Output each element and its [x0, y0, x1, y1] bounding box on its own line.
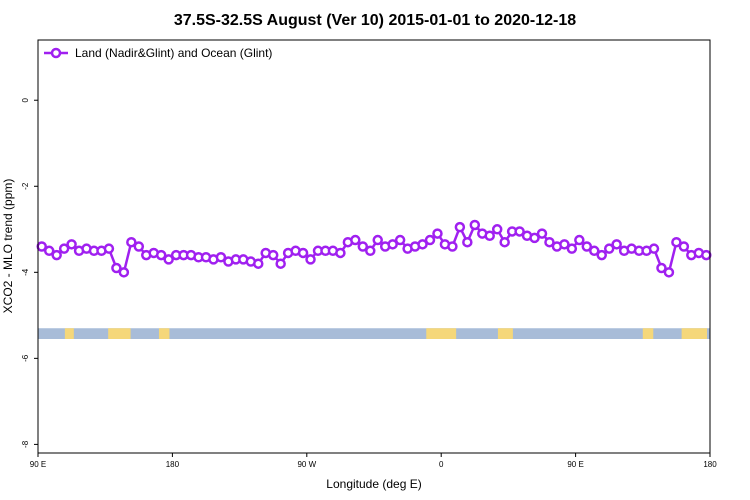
data-point: [432, 228, 443, 239]
y-tick-label: 0: [21, 97, 30, 102]
y-tick-label: -6: [21, 354, 30, 362]
data-point: [126, 236, 137, 248]
data-point: [365, 245, 376, 257]
data-point: [155, 249, 167, 261]
data-point: [484, 230, 495, 241]
data-point: [499, 236, 510, 248]
series-line-group: [36, 219, 712, 278]
map-land-patch: [158, 328, 170, 339]
y-tick-label: -4: [21, 268, 30, 276]
map-ocean-band: [38, 328, 710, 339]
y-axis-label: XCO2 - MLO trend (ppm): [1, 179, 15, 314]
data-point: [589, 245, 600, 257]
map-land-patch: [497, 328, 513, 339]
data-point: [58, 243, 70, 254]
map-land-patch: [642, 328, 654, 339]
map-land-patch: [681, 328, 708, 339]
data-point: [372, 234, 383, 246]
x-axis-label: Longitude (deg E): [326, 477, 421, 491]
data-point: [514, 226, 525, 237]
x-tick-label: 0: [439, 460, 444, 469]
x-tick-label: 90 W: [297, 460, 316, 469]
data-point: [424, 234, 436, 246]
data-point: [611, 239, 622, 250]
map-land-patch: [426, 328, 457, 339]
data-point: [357, 241, 369, 252]
map-strip: [38, 328, 710, 339]
data-point: [648, 243, 660, 254]
chart-title: 37.5S-32.5S August (Ver 10) 2015-01-01 t…: [174, 12, 576, 29]
data-point: [387, 239, 398, 250]
data-point: [43, 245, 55, 257]
data-point: [559, 239, 570, 250]
data-point: [275, 258, 286, 269]
data-point: [103, 243, 115, 254]
data-point: [566, 243, 578, 254]
data-point: [51, 249, 62, 261]
data-point: [671, 236, 682, 248]
data-point: [678, 241, 690, 252]
legend-marker-swatch: [50, 47, 62, 59]
data-point: [394, 234, 406, 246]
data-point: [581, 241, 593, 252]
data-point: [335, 247, 346, 259]
map-land-patch: [108, 328, 131, 339]
data-point: [663, 267, 675, 278]
data-point: [544, 236, 555, 248]
y-tick-label: -8: [21, 440, 30, 448]
x-tick-label: 180: [166, 460, 180, 469]
data-point: [454, 221, 466, 233]
data-point: [267, 249, 279, 261]
data-point: [536, 228, 548, 239]
data-point: [163, 254, 174, 265]
data-point: [133, 241, 145, 252]
plot-frame: [37, 39, 711, 454]
data-point: [417, 239, 428, 250]
data-point: [529, 232, 540, 244]
data-point: [656, 262, 667, 274]
data-point: [111, 262, 122, 274]
x-tick-label: 90 E: [30, 460, 46, 469]
y-tick-label: -2: [21, 182, 30, 190]
data-point: [596, 249, 607, 261]
data-point: [447, 241, 458, 252]
data-point: [603, 243, 615, 254]
x-tick-label: 180: [703, 460, 717, 469]
data-point: [66, 239, 77, 250]
y-axis: 0 -2 -4 -6 -8: [21, 97, 38, 448]
data-point: [297, 247, 309, 259]
data-point: [701, 249, 712, 261]
data-point: [491, 224, 503, 235]
data-point: [215, 252, 227, 263]
x-tick-label: 90 E: [567, 460, 583, 469]
map-land-patch: [64, 328, 74, 339]
data-point: [305, 254, 316, 265]
data-point: [118, 267, 130, 278]
x-axis: 90 E 180 90 W 0 90 E 180: [30, 453, 717, 469]
data-point: [469, 219, 481, 231]
data-point: [253, 258, 264, 269]
data-point: [462, 236, 473, 248]
legend: Land (Nadir&Glint) and Ocean (Glint): [44, 46, 272, 60]
legend-label: Land (Nadir&Glint) and Ocean (Glint): [75, 46, 272, 60]
data-point: [350, 234, 361, 246]
data-point: [574, 234, 585, 246]
